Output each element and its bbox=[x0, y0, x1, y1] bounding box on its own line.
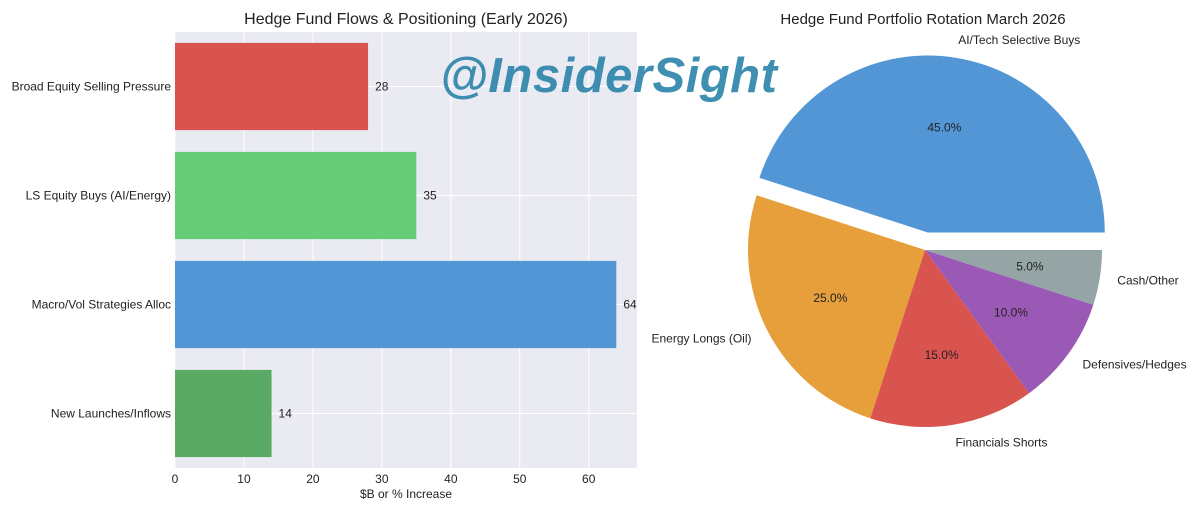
x-axis-label: $B or % Increase bbox=[360, 487, 452, 501]
x-tick-label: 30 bbox=[375, 472, 389, 486]
x-tick-label: 0 bbox=[172, 472, 179, 486]
bars bbox=[175, 42, 617, 458]
x-tick-label: 10 bbox=[237, 472, 251, 486]
pie-slice bbox=[925, 250, 1102, 305]
bar bbox=[175, 42, 369, 131]
bar-value-label: 64 bbox=[623, 298, 637, 312]
bar-chart: Hedge Fund Flows & Positioning (Early 20… bbox=[12, 11, 637, 501]
x-tick-labels: 0 10 20 30 40 50 60 bbox=[172, 472, 596, 486]
pie-slice bbox=[870, 250, 1030, 427]
pie-percent-label: 25.0% bbox=[813, 291, 847, 305]
y-tick-label: LS Equity Buys (AI/Energy) bbox=[26, 189, 171, 203]
bar-value-label: 14 bbox=[279, 407, 293, 421]
bar bbox=[175, 151, 417, 240]
bar-chart-title: Hedge Fund Flows & Positioning (Early 20… bbox=[244, 11, 568, 28]
watermark: @InsiderSight bbox=[440, 49, 778, 103]
pie-percent-label: 10.0% bbox=[994, 305, 1028, 319]
x-tick-label: 60 bbox=[582, 472, 596, 486]
pie-category-labels: AI/Tech Selective Buys Energy Longs (Oil)… bbox=[651, 33, 1186, 449]
y-tick-label: Broad Equity Selling Pressure bbox=[12, 80, 172, 94]
pie-category-label: Cash/Other bbox=[1117, 273, 1178, 287]
pie-category-label: Energy Longs (Oil) bbox=[651, 331, 751, 345]
pie-percent-label: 15.0% bbox=[925, 348, 959, 362]
y-tick-label: Macro/Vol Strategies Alloc bbox=[32, 298, 171, 312]
pie-slice bbox=[759, 55, 1105, 233]
bar bbox=[175, 369, 272, 458]
pie-category-label: Defensives/Hedges bbox=[1083, 357, 1187, 371]
x-tick-label: 50 bbox=[513, 472, 527, 486]
x-tick-label: 20 bbox=[306, 472, 320, 486]
pie-percent-label: 45.0% bbox=[927, 121, 961, 135]
pie-percent-label: 5.0% bbox=[1016, 260, 1044, 274]
bar-value-label: 35 bbox=[423, 189, 437, 203]
pie-percent-labels: 45.0% 25.0% 15.0% 10.0% 5.0% bbox=[813, 121, 1044, 362]
pie-chart-title: Hedge Fund Portfolio Rotation March 2026 bbox=[780, 11, 1065, 28]
pie-category-label: Financials Shorts bbox=[955, 435, 1047, 449]
value-labels: 28 35 64 14 bbox=[279, 80, 637, 421]
bar-value-label: 28 bbox=[375, 80, 389, 94]
pie-slice bbox=[748, 195, 925, 419]
pie-slice bbox=[925, 250, 1094, 394]
pie-category-label: AI/Tech Selective Buys bbox=[958, 33, 1080, 47]
pie-chart: Hedge Fund Portfolio Rotation March 2026… bbox=[651, 11, 1186, 449]
bar bbox=[175, 260, 617, 349]
category-labels: Broad Equity Selling Pressure LS Equity B… bbox=[12, 80, 172, 421]
y-tick-label: New Launches/Inflows bbox=[51, 407, 171, 421]
pie-slices bbox=[748, 55, 1105, 427]
x-tick-label: 40 bbox=[444, 472, 458, 486]
